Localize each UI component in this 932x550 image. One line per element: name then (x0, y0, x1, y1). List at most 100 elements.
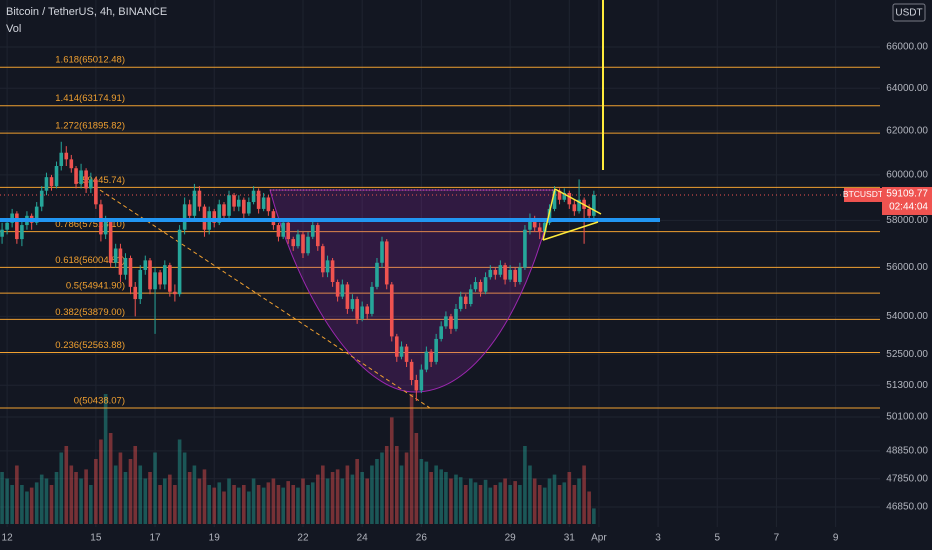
volume-bar (508, 485, 512, 524)
volume-bar (64, 446, 69, 524)
candle-body (236, 199, 241, 207)
candle-body (301, 234, 305, 254)
candle-body (444, 316, 448, 327)
volume-bar (414, 433, 419, 524)
y-tick-label: 54000.00 (886, 311, 928, 322)
candle-body (572, 204, 577, 212)
candle-body (463, 296, 468, 304)
volume-bar (325, 478, 330, 524)
volume-bar (345, 465, 350, 524)
candle-body (532, 218, 537, 228)
candle-body (335, 282, 340, 297)
fib-label: 1.618(65012.48) (55, 55, 125, 66)
fib-label: 1.414(63174.91) (55, 93, 125, 104)
candle-body (94, 179, 98, 205)
candle-body (483, 277, 488, 292)
candle-body (419, 369, 424, 391)
volume-bar (118, 452, 123, 524)
volume-bar (128, 459, 133, 524)
candle-body (242, 199, 246, 214)
volume-bar (192, 465, 197, 524)
volume-bar (173, 485, 177, 524)
volume-bar (350, 474, 355, 524)
volume-bar (10, 485, 14, 524)
y-tick-label: 50100.00 (886, 412, 928, 423)
candle-body (340, 284, 345, 297)
volume-bar (44, 478, 49, 524)
volume-bar (281, 487, 285, 524)
candle-body (389, 284, 394, 337)
y-tick-label: 48850.00 (886, 446, 928, 457)
candle-body (232, 195, 236, 207)
candle-body (542, 222, 547, 233)
volume-pane (0, 394, 596, 524)
candle-body (291, 239, 296, 247)
volume-bar (483, 479, 488, 524)
candle-body (163, 265, 167, 285)
candle-body (409, 361, 414, 381)
candle-body (103, 220, 108, 235)
volume-bar (251, 478, 256, 524)
candle-body (355, 299, 359, 319)
volume-bar (523, 446, 527, 524)
volume-bar (335, 469, 340, 524)
x-tick-label: Apr (591, 533, 607, 544)
candle-body (458, 296, 463, 309)
volume-bar (266, 482, 271, 524)
candle-body (468, 289, 473, 304)
volume-bar (370, 465, 374, 524)
volume-bar (498, 482, 503, 524)
x-tick-label: 31 (564, 533, 576, 544)
volume-bar (182, 452, 187, 524)
volume-bar (488, 487, 493, 524)
volume-bar (256, 485, 261, 524)
volume-bar (478, 485, 483, 524)
symbol-tag-text: BTCUSDT (843, 189, 883, 199)
candle-body (138, 269, 143, 300)
candle-body (5, 222, 9, 230)
countdown: 02:44:04 (889, 202, 928, 213)
volume-bar (227, 478, 231, 524)
x-tick-label: 24 (357, 533, 369, 544)
volume-bar (276, 485, 281, 524)
currency-box[interactable] (892, 3, 926, 22)
volume-bar (513, 481, 517, 524)
volume-bar (54, 472, 59, 524)
candle-body (380, 241, 384, 263)
x-tick-label: 29 (505, 533, 517, 544)
volume-bar (187, 472, 192, 524)
candle-body (217, 204, 222, 223)
y-tick-label: 58000.00 (886, 215, 928, 226)
volume-bar (473, 482, 478, 524)
currency: USDT (895, 8, 922, 19)
volume-bar (557, 485, 562, 524)
candle-body (266, 197, 271, 212)
candle-body (439, 326, 443, 339)
volume-bar (29, 487, 34, 524)
volume-bar (419, 459, 424, 524)
volume-bar (261, 487, 266, 524)
candle-body (182, 204, 187, 230)
volume-bar (577, 478, 581, 524)
volume-bar (143, 478, 148, 524)
volume-bar (247, 491, 251, 524)
candle-body (256, 190, 261, 209)
volume-bar (409, 394, 414, 524)
fib-label: 0.5(54941.90) (66, 281, 125, 292)
y-tick-label: 66000.00 (886, 42, 928, 53)
volume-bar (399, 465, 404, 524)
candle-body (429, 351, 433, 362)
volume-bar (493, 485, 498, 524)
volume-bar (108, 433, 113, 524)
candle-body (345, 284, 350, 309)
fib-label: 0(50438.07) (74, 395, 125, 406)
volume-label: Vol (6, 23, 21, 35)
candle-body (454, 308, 458, 329)
candle-body (123, 257, 128, 275)
volume-bar (330, 472, 335, 524)
candle-body (113, 248, 118, 263)
volume-bar (444, 472, 448, 524)
candle-body (306, 236, 310, 254)
volume-bar (232, 485, 236, 524)
